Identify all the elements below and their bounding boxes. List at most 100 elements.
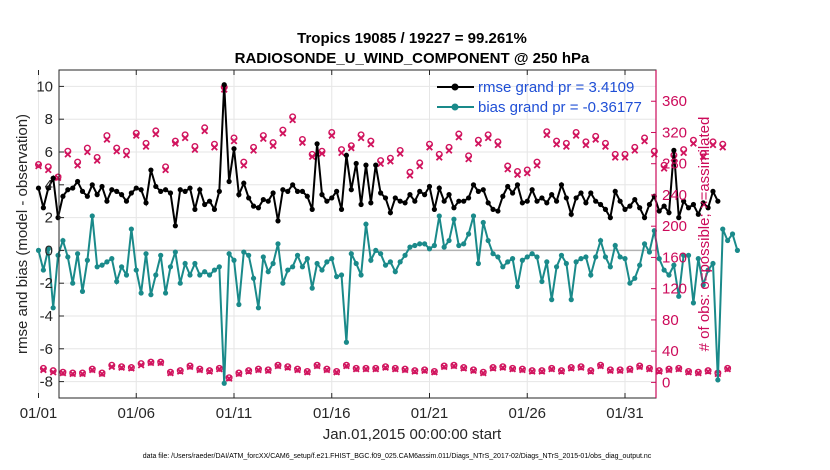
bias-point — [422, 241, 428, 247]
obs-assimilated-marker — [303, 368, 311, 376]
rmse-point — [294, 188, 301, 194]
obs-assimilated-marker — [719, 143, 727, 151]
obs-assimilated-marker — [191, 146, 199, 154]
obs-assimilated-marker — [470, 367, 477, 375]
y-right-tick-label: 240 — [662, 187, 687, 204]
bias-point — [192, 260, 198, 267]
bias-point — [338, 272, 345, 278]
obs-assimilated-marker — [577, 364, 585, 371]
obs-possible-marker — [78, 369, 86, 377]
bias-point — [241, 249, 247, 255]
rmse-point — [426, 183, 433, 190]
obs-assimilated-marker — [675, 365, 683, 373]
bias-point — [123, 272, 130, 278]
obs-possible-marker — [460, 364, 468, 372]
bias-point — [485, 237, 491, 244]
rmse-point — [529, 187, 535, 193]
y-axis-left-label: rmse and bias (model - observation) — [14, 114, 31, 354]
obs-count-markers — [35, 83, 732, 382]
y-right-tick-label: 280 — [662, 156, 687, 173]
rmse-point — [436, 185, 442, 191]
bias-point — [637, 262, 643, 268]
bias-point — [250, 275, 257, 281]
y-right-tick-label: 200 — [662, 218, 687, 235]
bias-point — [382, 262, 389, 268]
obs-possible-marker — [557, 367, 565, 375]
obs-possible-marker — [538, 367, 546, 375]
obs-possible-marker — [382, 363, 390, 371]
rmse-point — [446, 192, 452, 198]
rmse-point — [509, 190, 516, 196]
obs-possible-marker — [411, 367, 419, 375]
bias-point — [529, 251, 535, 257]
obs-assimilated-marker — [528, 368, 536, 375]
obs-assimilated-marker — [548, 365, 556, 373]
rmse-point — [422, 192, 428, 198]
bias-point — [656, 256, 662, 262]
rmse-point — [192, 206, 198, 212]
obs-assimilated-marker — [411, 368, 419, 375]
rmse-point — [353, 160, 359, 167]
obs-assimilated-marker — [602, 143, 609, 150]
obs-possible-marker — [333, 367, 341, 375]
obs-possible-marker — [98, 369, 106, 377]
obs-assimilated-marker — [289, 116, 297, 124]
bias-point — [666, 272, 672, 278]
rmse-point — [641, 215, 648, 221]
obs-assimilated-marker — [206, 368, 213, 375]
obs-assimilated-marker — [372, 365, 380, 373]
obs-possible-marker — [626, 365, 634, 373]
legend-rmse-label: rmse grand pr = 3.4109 — [478, 79, 634, 96]
rmse-point — [280, 187, 286, 193]
obs-possible-marker — [430, 367, 438, 375]
x-tick-label: 01/21 — [411, 405, 449, 422]
bias-point — [226, 251, 232, 257]
obs-possible-marker — [372, 364, 380, 372]
bias-point — [412, 242, 418, 249]
bias-point — [446, 237, 452, 244]
rmse-point — [573, 195, 579, 201]
bias-point — [270, 260, 276, 267]
obs-assimilated-marker — [240, 161, 248, 169]
obs-assimilated-marker — [474, 139, 482, 147]
rmse-point — [241, 180, 247, 186]
bias-point — [500, 264, 506, 270]
bias-point — [221, 380, 227, 386]
y-left-tick-label: 4 — [45, 177, 53, 194]
bias-point — [470, 213, 477, 219]
obs-assimilated-marker — [450, 362, 458, 370]
x-tick-label: 01/01 — [20, 405, 58, 422]
rmse-point — [50, 175, 56, 181]
rmse-point — [304, 193, 310, 199]
bias-point — [451, 216, 457, 222]
obs-possible-marker — [479, 368, 487, 376]
bias-point — [40, 267, 46, 273]
obs-assimilated-marker — [694, 369, 702, 377]
obs-assimilated-marker — [347, 144, 355, 152]
obs-assimilated-marker — [211, 143, 218, 151]
bias-point — [109, 256, 115, 262]
bias-point — [387, 259, 393, 265]
series-lines — [35, 82, 741, 386]
bias-point — [568, 297, 574, 303]
rmse-point — [544, 200, 550, 206]
obs-assimilated-marker — [680, 149, 688, 157]
rmse-point — [84, 193, 90, 199]
rmse-point — [324, 198, 330, 204]
rmse-point — [60, 193, 66, 199]
rmse-point — [133, 185, 139, 191]
bias-point — [622, 256, 628, 262]
bias-point — [353, 260, 359, 267]
obs-assimilated-marker — [259, 135, 267, 143]
obs-assimilated-marker — [665, 366, 673, 374]
obs-possible-marker — [352, 364, 360, 372]
bias-point — [138, 290, 144, 296]
obs-assimilated-marker — [132, 132, 140, 140]
rmse-point — [495, 208, 501, 214]
rmse-point — [431, 206, 437, 212]
bias-point — [324, 259, 330, 265]
obs-possible-marker — [294, 365, 302, 373]
obs-assimilated-marker — [396, 150, 404, 157]
obs-assimilated-marker — [196, 366, 204, 374]
bias-point — [729, 231, 736, 237]
